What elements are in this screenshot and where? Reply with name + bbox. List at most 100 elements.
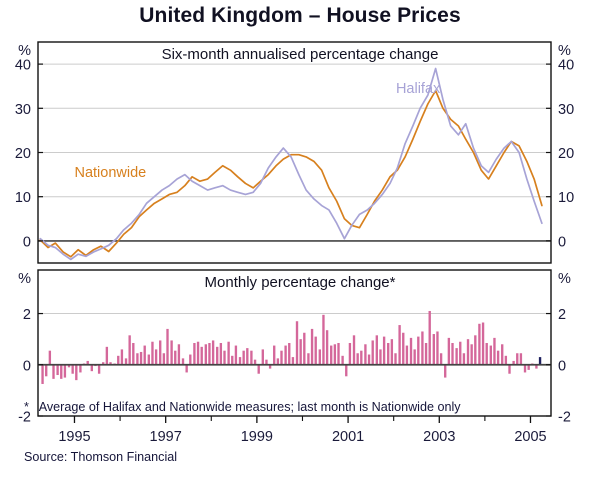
bar — [455, 348, 458, 365]
bar — [432, 334, 435, 365]
bar — [185, 364, 188, 373]
bar — [444, 364, 447, 378]
series-label-halifax: Halifax — [396, 81, 441, 97]
bar — [314, 336, 317, 365]
bar — [493, 337, 496, 365]
bar — [67, 364, 71, 368]
bar — [330, 345, 333, 365]
bar — [261, 349, 264, 365]
bar — [120, 349, 124, 365]
ytick-right-bottom--2: -2 — [558, 410, 571, 426]
bar — [402, 332, 405, 365]
bar — [231, 355, 234, 365]
bar — [102, 362, 105, 365]
bar — [41, 364, 44, 384]
bar — [253, 359, 257, 365]
bar — [162, 353, 166, 365]
bar — [193, 343, 196, 365]
bar — [189, 354, 192, 365]
bar — [147, 354, 150, 365]
bar — [345, 364, 348, 377]
bar — [105, 346, 109, 365]
bar — [242, 350, 245, 365]
bar — [459, 341, 462, 365]
xtick-label-1997: 1997 — [150, 429, 182, 445]
bar — [250, 350, 253, 365]
bar — [337, 343, 340, 365]
bar — [379, 349, 382, 365]
bar — [75, 364, 78, 381]
ytick-right-bottom-2: 2 — [558, 307, 566, 323]
bar — [288, 343, 291, 365]
bar — [390, 339, 394, 365]
bar — [143, 345, 146, 365]
panel-title-bottom: Monthly percentage change* — [205, 274, 396, 291]
bar-series — [41, 310, 542, 384]
bar — [154, 349, 158, 365]
bar — [128, 335, 131, 365]
bar — [527, 364, 530, 370]
bar — [421, 331, 424, 365]
bar — [387, 343, 390, 365]
panel-title-top: Six-month annualised percentage change — [162, 46, 439, 63]
bar — [200, 346, 203, 365]
unit-label-top-left: % — [18, 43, 31, 59]
ytick-right-top-10: 10 — [558, 190, 574, 206]
bar — [159, 340, 162, 365]
ytick-left-top-10: 10 — [15, 190, 31, 206]
page-title: United Kingdom – House Prices — [139, 4, 461, 27]
bar — [181, 358, 185, 365]
xtick-label-2005: 2005 — [514, 429, 546, 445]
unit-label-bottom-left: % — [18, 271, 31, 287]
footnote-note: * Average of Halifax and Nationwide meas… — [24, 400, 461, 414]
bar — [512, 360, 515, 365]
bar — [109, 362, 112, 365]
ytick-left-top-0: 0 — [23, 234, 31, 250]
bar — [291, 357, 295, 365]
bar — [174, 350, 177, 365]
unit-label-bottom-right: % — [558, 271, 571, 287]
bar — [447, 337, 451, 365]
bar — [470, 344, 473, 365]
series-label-nationwide: Nationwide — [74, 165, 146, 181]
ytick-left-top-40: 40 — [15, 58, 31, 74]
bar — [71, 364, 74, 374]
bar — [325, 330, 329, 365]
bar — [466, 339, 470, 365]
bar — [382, 336, 386, 365]
bar — [538, 357, 542, 365]
bar — [132, 343, 135, 365]
bar — [428, 310, 431, 365]
bar — [436, 331, 439, 365]
ytick-left-bottom-2: 2 — [23, 307, 31, 323]
bar — [211, 340, 215, 365]
bar — [516, 353, 519, 365]
bar — [90, 364, 93, 372]
bar — [204, 344, 207, 365]
bar — [219, 343, 223, 365]
bar — [501, 344, 504, 365]
bar — [348, 343, 352, 365]
bar — [208, 343, 211, 365]
ytick-left-top-20: 20 — [15, 146, 31, 162]
bar — [56, 364, 59, 376]
bar — [375, 335, 378, 365]
bar — [417, 336, 420, 365]
bar — [196, 341, 200, 365]
bar — [234, 345, 238, 365]
bar — [276, 358, 280, 365]
bar — [485, 343, 488, 365]
bar — [299, 339, 302, 365]
ytick-right-top-20: 20 — [558, 146, 574, 162]
bar — [352, 335, 356, 365]
bar — [364, 344, 367, 365]
ytick-left-bottom-0: 0 — [23, 358, 31, 374]
bar — [166, 328, 169, 365]
bar — [60, 364, 63, 379]
footnote-source: Source: Thomson Financial — [24, 449, 178, 464]
bar — [398, 325, 401, 365]
bar — [371, 340, 374, 365]
bar — [170, 340, 173, 365]
